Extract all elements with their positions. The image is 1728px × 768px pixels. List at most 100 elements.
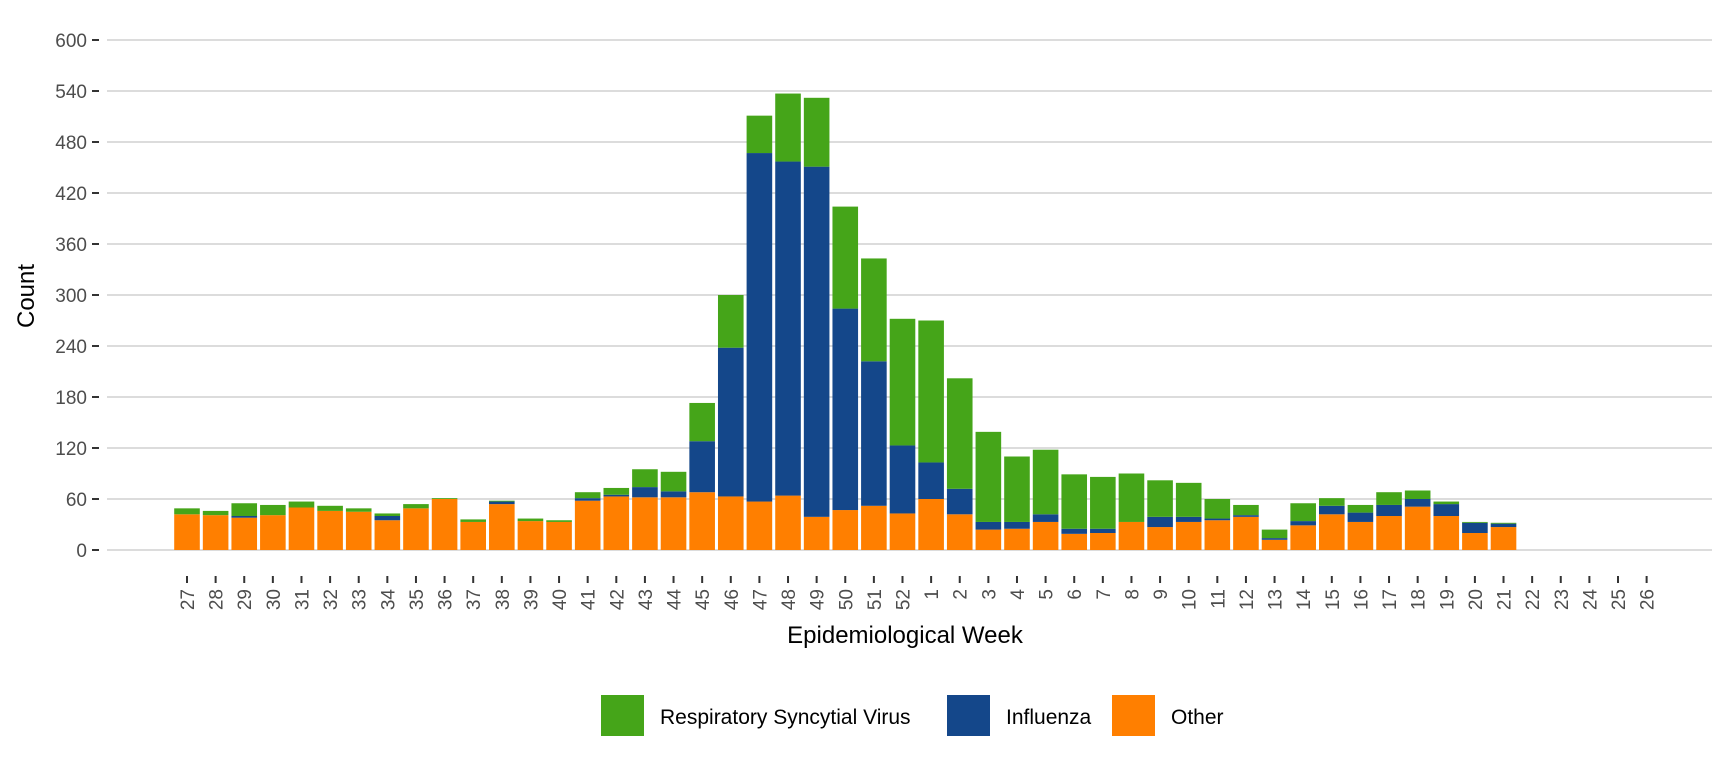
legend-swatch xyxy=(947,695,990,736)
bar-segment-respiratory-syncytial-virus xyxy=(946,378,973,489)
x-tick-label: 49 xyxy=(808,589,829,610)
x-tick-label: 29 xyxy=(235,589,256,610)
x-tick-label: 51 xyxy=(865,589,886,610)
legend-swatch xyxy=(601,695,644,736)
bar-segment-other xyxy=(574,500,601,550)
bar-segment-influenza xyxy=(1290,521,1316,526)
x-tick-label: 20 xyxy=(1466,589,1487,610)
bar-segment-respiratory-syncytial-virus xyxy=(918,320,944,463)
x-tick-label: 4 xyxy=(1008,589,1029,600)
x-tick-label: 40 xyxy=(550,589,571,610)
x-tick-label: 50 xyxy=(836,589,857,610)
x-tick-label: 5 xyxy=(1037,589,1058,600)
x-tick-label: 32 xyxy=(321,589,342,610)
x-tick-label: 14 xyxy=(1294,589,1315,611)
x-tick-label: 1 xyxy=(922,589,943,600)
bar-segment-respiratory-syncytial-virus xyxy=(1204,499,1231,519)
bar-segment-other xyxy=(975,529,1002,550)
bar-segment-other xyxy=(632,497,658,550)
bar-segment-respiratory-syncytial-virus xyxy=(1175,482,1202,517)
x-tick-label: 37 xyxy=(464,589,485,610)
bar-segment-respiratory-syncytial-virus xyxy=(1261,529,1288,539)
bar-segment-respiratory-syncytial-virus xyxy=(775,93,801,162)
bar-segment-other xyxy=(1490,527,1517,550)
bar-segment-respiratory-syncytial-virus xyxy=(1404,490,1431,499)
bar-segment-respiratory-syncytial-virus xyxy=(717,295,744,348)
bar-segment-respiratory-syncytial-virus xyxy=(1061,474,1088,529)
bar-segment-other xyxy=(1462,533,1488,550)
bar-segment-respiratory-syncytial-virus xyxy=(1032,449,1059,515)
x-tick-label: 47 xyxy=(750,589,771,610)
bar-segment-influenza xyxy=(1061,528,1088,534)
bar-segment-other xyxy=(1175,521,1202,550)
bar-segment-respiratory-syncytial-virus xyxy=(1290,503,1316,522)
bar-segment-respiratory-syncytial-virus xyxy=(431,498,458,499)
y-tick-label: 300 xyxy=(55,286,87,307)
bar-segment-influenza xyxy=(861,361,887,506)
x-tick-label: 31 xyxy=(292,589,313,610)
x-tick-label: 18 xyxy=(1409,589,1430,610)
bar-segment-respiratory-syncytial-virus xyxy=(574,492,601,499)
x-tick-label: 43 xyxy=(636,589,657,610)
bar-segment-other xyxy=(202,515,229,550)
y-axis-title: Count xyxy=(13,264,40,328)
bar-segment-respiratory-syncytial-virus xyxy=(174,508,200,515)
bar-segment-influenza xyxy=(574,498,601,501)
x-tick-label: 48 xyxy=(779,589,800,610)
bar-segment-other xyxy=(546,521,572,550)
bar-segment-influenza xyxy=(1147,516,1173,528)
bar-segment-respiratory-syncytial-virus xyxy=(1490,522,1517,524)
bar-segment-influenza xyxy=(775,161,801,496)
bar-segment-influenza xyxy=(975,521,1002,530)
bar-segment-other xyxy=(1433,516,1460,550)
x-axis: 27 28 29 30 31 32 33 34 35 36 37 38 39 40 41 42 43 44 45 46… xyxy=(178,576,1659,610)
bar-segment-respiratory-syncytial-virus xyxy=(374,513,401,516)
y-tick-label: 600 xyxy=(55,31,87,52)
bar-segment-respiratory-syncytial-virus xyxy=(632,469,658,488)
bar-segment-respiratory-syncytial-virus xyxy=(1347,504,1374,513)
bar-segment-respiratory-syncytial-virus xyxy=(603,487,630,495)
y-axis: 0 60 120 180 240 300 360 420 480 540 600 xyxy=(55,31,99,562)
bar-segment-other xyxy=(1290,525,1316,550)
y-tick-label: 420 xyxy=(55,184,87,205)
x-tick-label: 28 xyxy=(207,589,228,610)
bar-segment-influenza xyxy=(1347,512,1374,522)
bar-segment-influenza xyxy=(803,166,830,517)
bar-segment-influenza xyxy=(1433,504,1460,516)
x-tick-label: 38 xyxy=(493,589,514,610)
bar-segment-respiratory-syncytial-virus xyxy=(202,510,229,516)
x-tick-label: 13 xyxy=(1266,589,1287,610)
bar-segment-other xyxy=(1147,527,1173,550)
x-tick-label: 35 xyxy=(407,589,428,610)
bar-segment-influenza xyxy=(1490,523,1517,528)
legend-swatch xyxy=(1112,695,1155,736)
legend-label: Other xyxy=(1171,706,1224,729)
y-tick-label: 540 xyxy=(55,82,87,103)
bar-segment-respiratory-syncytial-virus xyxy=(1376,492,1402,505)
bar-segment-influenza xyxy=(660,491,687,498)
x-tick-label: 7 xyxy=(1094,589,1115,600)
bar-segment-respiratory-syncytial-virus xyxy=(317,505,343,511)
bar-segment-respiratory-syncytial-virus xyxy=(1462,521,1488,523)
bar-segment-influenza xyxy=(689,441,715,493)
x-tick-label: 11 xyxy=(1208,589,1229,609)
bar-segment-other xyxy=(803,516,830,550)
bar-segment-influenza xyxy=(1004,521,1030,529)
bar-segment-respiratory-syncytial-virus xyxy=(689,402,715,442)
bar-segment-respiratory-syncytial-virus xyxy=(288,501,315,508)
bar-segment-respiratory-syncytial-virus xyxy=(861,258,887,362)
bar-segment-influenza xyxy=(1204,518,1231,521)
bar-segment-influenza xyxy=(746,153,773,502)
x-tick-label: 19 xyxy=(1437,589,1458,610)
bar-segment-respiratory-syncytial-virus xyxy=(345,508,372,512)
bar-segment-other xyxy=(861,505,887,550)
x-tick-label: 27 xyxy=(178,589,199,610)
bar-segment-other xyxy=(231,517,258,550)
bar-segment-influenza xyxy=(918,462,944,499)
bar-segment-influenza xyxy=(946,488,973,515)
bar-segment-other xyxy=(603,496,630,550)
x-tick-label: 23 xyxy=(1552,589,1573,610)
x-tick-label: 33 xyxy=(350,589,371,610)
bar-segment-other xyxy=(431,499,458,550)
bar-segment-respiratory-syncytial-virus xyxy=(1147,480,1173,517)
